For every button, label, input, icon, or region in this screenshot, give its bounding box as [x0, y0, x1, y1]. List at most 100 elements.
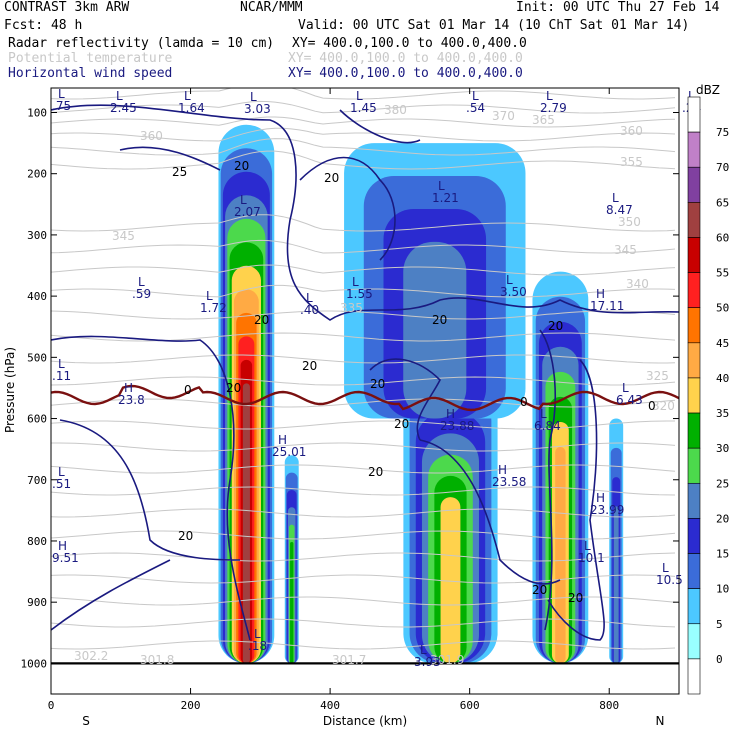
wind-contour	[51, 559, 171, 631]
y-tick-label: 200	[27, 168, 47, 181]
extremum-letter: L	[472, 89, 479, 103]
colorbar-swatch	[687, 202, 701, 238]
extremum-letter: L	[306, 291, 313, 305]
y-axis-title: Pressure (hPa)	[3, 347, 17, 433]
extremum-letter: L	[250, 90, 257, 104]
valid-time: Valid: 00 UTC Sat 01 Mar 14 (10 ChT Sat …	[298, 18, 690, 33]
colorbar-label: 5	[716, 618, 723, 631]
extremum-letter: H	[446, 407, 455, 421]
theta-contour	[51, 574, 676, 584]
extremum-letter: L	[254, 627, 261, 641]
theta-contours	[51, 88, 676, 650]
colorbar-label: 45	[716, 337, 729, 350]
reflectivity-cell	[403, 241, 467, 419]
colorbar-swatch	[687, 342, 701, 379]
wind-label: 20	[532, 583, 547, 597]
extremum-value: .75	[52, 99, 71, 113]
wind-contour	[119, 146, 221, 171]
freezing-label: 0	[648, 399, 656, 413]
theta-contour	[51, 332, 676, 342]
colorbar-label: 40	[716, 372, 729, 385]
x-tick-label: 200	[181, 699, 201, 712]
wind-label: 20	[226, 381, 241, 395]
extremum-value: 23.8	[118, 393, 145, 407]
extremum-value: 17.11	[590, 299, 624, 313]
extremum-letter: L	[356, 89, 363, 103]
wind-label: 25	[172, 165, 187, 179]
theta-contour	[51, 420, 675, 430]
extremum-value: 6.43	[616, 393, 643, 407]
colorbar-swatch	[687, 658, 701, 695]
extremum-value: 25.01	[272, 445, 306, 459]
wind-label: 20	[432, 313, 447, 327]
extremum-letter: L	[420, 643, 427, 657]
extremum-value: 9.51	[52, 551, 79, 565]
reflectivity-cell	[242, 383, 250, 664]
theta-contour	[51, 239, 676, 254]
extremum-letter: H	[596, 491, 605, 505]
reflectivity-cell	[290, 541, 294, 664]
theta-contour	[51, 127, 676, 142]
reflectivity-cell	[613, 506, 619, 664]
colorbar-swatch	[687, 377, 701, 414]
extremum-letter: L	[58, 357, 65, 371]
theta-contour	[51, 214, 676, 232]
y-tick-label: 300	[27, 229, 47, 242]
theta-contour	[51, 138, 676, 156]
theta-label: 360	[620, 124, 643, 138]
theta-contour	[51, 116, 676, 128]
wind-contour	[299, 156, 396, 261]
theta-contour	[51, 376, 676, 386]
extremum-value: 10.5	[656, 573, 683, 587]
wind-label: 20	[254, 313, 269, 327]
extremum-letter: H	[278, 433, 287, 447]
colorbar-swatch	[687, 166, 701, 203]
plot-area	[51, 88, 679, 694]
extremum-value: .54	[466, 101, 485, 115]
colorbar-label: 60	[716, 231, 729, 244]
wind-contour	[59, 419, 241, 561]
extremum-value: 3.50	[500, 285, 527, 299]
theta-label: 335	[340, 301, 363, 315]
extremum-value: .59	[132, 287, 151, 301]
extremum-letter: L	[116, 89, 123, 103]
wind-contour	[339, 109, 421, 144]
theta-contour	[51, 354, 676, 364]
colorbar-label: 35	[716, 407, 729, 420]
extremum-value: 2.07	[234, 205, 261, 219]
extrema-markers: L2.45L1.64L3.03L1.45L.54L2.79L.24L2.07L1…	[52, 87, 701, 669]
colorbar-swatch	[687, 96, 701, 133]
colorbar-label: 65	[716, 196, 729, 209]
extremum-letter: L	[438, 179, 445, 193]
extremum-letter: L	[184, 89, 191, 103]
x-tick-label: 0	[48, 699, 55, 712]
extremum-value: .40	[300, 303, 319, 317]
extremum-value: 3.93	[414, 655, 441, 669]
theta-label: 380	[384, 103, 407, 117]
wind-label: 20	[568, 591, 583, 605]
theta-contour	[51, 486, 676, 496]
y-tick-label: 100	[27, 106, 47, 119]
extremum-letter: L	[240, 193, 247, 207]
colorbar-swatch	[687, 237, 701, 273]
y-tick-label: 900	[27, 596, 47, 609]
wind-contours	[51, 104, 679, 641]
wind-label: 20	[368, 465, 383, 479]
wind-label: 20	[324, 171, 339, 185]
colorbar-label: 10	[716, 583, 729, 596]
extremum-value: 2.45	[110, 101, 137, 115]
theta-label: 350	[618, 215, 641, 229]
init-time: Init: 00 UTC Thu 27 Feb 14	[516, 0, 720, 15]
freezing-line	[51, 384, 679, 412]
wind-contour	[51, 104, 679, 321]
colorbar-swatch	[687, 272, 701, 309]
theta-label: 355	[620, 155, 643, 169]
x-axis-left-end: S	[82, 714, 90, 728]
theta-contour	[51, 88, 676, 100]
theta-label: 365	[532, 113, 555, 127]
x-axis-right-end: N	[656, 714, 665, 728]
theta-label: 302.2	[74, 649, 108, 663]
theta-contour	[51, 464, 676, 474]
extremum-letter: L	[540, 407, 547, 421]
